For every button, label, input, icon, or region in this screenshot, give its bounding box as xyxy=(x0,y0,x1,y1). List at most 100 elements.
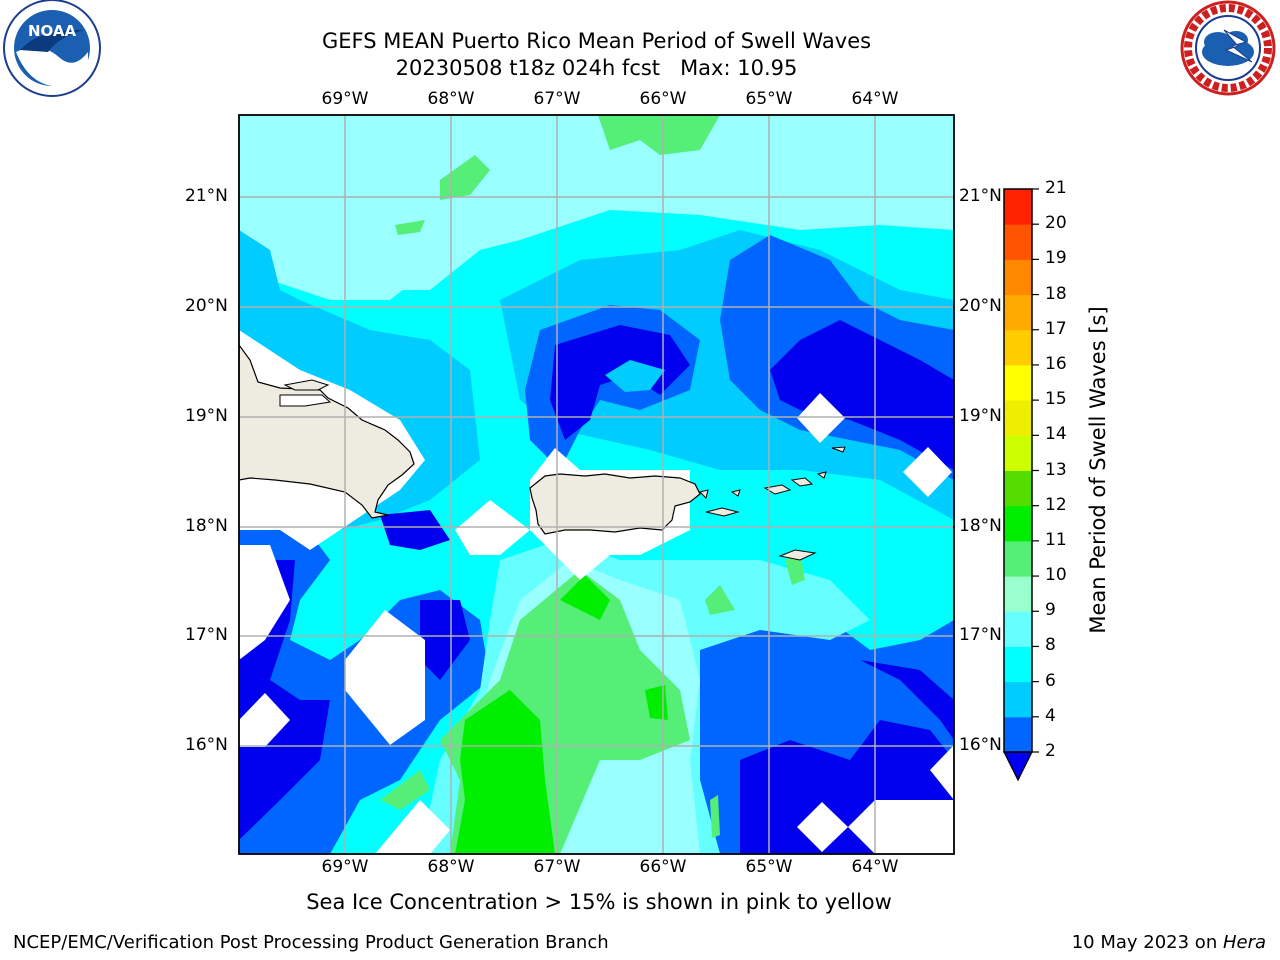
lat-label-right-16n: 16°N xyxy=(959,735,1002,755)
figure-title: GEFS MEAN Puerto Rico Mean Period of Swe… xyxy=(321,29,872,53)
land-samana xyxy=(283,379,330,391)
noaa-logo-text: NOAA xyxy=(28,22,77,40)
lat-label-left-17n: 17°N xyxy=(185,625,228,645)
lon-label-top-66w: 66°W xyxy=(639,89,687,109)
mask-diamond-3 xyxy=(345,610,425,745)
swell-patch-green-se xyxy=(705,585,735,615)
land-hispaniola xyxy=(239,343,415,519)
lon-label-bottom-64w: 64°W xyxy=(851,857,899,877)
swell-band-lt2-sw2 xyxy=(420,600,470,680)
colorbar-band xyxy=(1004,540,1032,577)
swell-patch-green-small xyxy=(395,220,425,235)
mask-diamond-6 xyxy=(375,800,450,854)
swell-patch-green-nw xyxy=(440,155,490,200)
lon-label-top-65w: 65°W xyxy=(745,89,793,109)
colorbar-tick-label: 9 xyxy=(1045,600,1056,621)
land-puerto-rico xyxy=(529,473,701,535)
colorbar-band xyxy=(1004,681,1032,718)
swell-band-lt2-se2 xyxy=(860,660,954,740)
colorbar-band xyxy=(1004,505,1032,542)
colorbar-tick-label: 8 xyxy=(1045,635,1056,656)
colorbar-tick-label: 11 xyxy=(1045,529,1067,550)
lon-label-top-68w: 68°W xyxy=(427,89,475,109)
land-culebra xyxy=(699,489,709,499)
noaa-logo: NOAA xyxy=(3,0,101,97)
colorbar-tick-label: 17 xyxy=(1045,318,1067,339)
lon-label-bottom-69w: 69°W xyxy=(321,857,369,877)
colorbar-tick-label: 10 xyxy=(1045,565,1067,586)
swell-band-8-9-north2 xyxy=(239,115,954,190)
lat-label-right-21n: 21°N xyxy=(959,186,1002,206)
swell-band-lt2-sw3 xyxy=(380,510,450,550)
swell-patch-green-sliver xyxy=(710,795,720,838)
land-virgin-gorda xyxy=(816,471,827,479)
footer-credit: NCEP/EMC/Verification Post Processing Pr… xyxy=(13,932,609,953)
lat-label-left-19n: 19°N xyxy=(185,406,228,426)
colorbar-band xyxy=(1004,294,1032,331)
colorbar-band xyxy=(1004,224,1032,260)
gridlines xyxy=(239,115,954,854)
lon-label-bottom-65w: 65°W xyxy=(745,857,793,877)
colorbar-tick-label: 13 xyxy=(1045,459,1067,480)
colorbar-band xyxy=(1004,259,1032,296)
colorbar-backing xyxy=(1003,188,1033,753)
land-st-croix xyxy=(778,549,817,561)
lon-label-top-67w: 67°W xyxy=(533,89,581,109)
sea-ice-note-text: Sea Ice Concentration > 15% is shown in … xyxy=(306,890,892,914)
colorbar-tick-label: 2 xyxy=(1045,741,1056,761)
swell-patch-green-sw xyxy=(380,770,430,810)
colorbar-band xyxy=(1004,611,1032,647)
colorbar-tick-label: 21 xyxy=(1045,178,1067,198)
swell-band-11-12-patch xyxy=(560,575,610,620)
colorbar-tick-label: 20 xyxy=(1045,213,1067,234)
lat-label-left-20n: 20°N xyxy=(185,296,228,316)
colorbar-band xyxy=(1004,576,1032,612)
mask-diamond-2 xyxy=(903,447,952,497)
lat-label-right-17n: 17°N xyxy=(959,625,1002,645)
lon-label-bottom-67w: 67°W xyxy=(533,857,581,877)
lat-label-left-18n: 18°N xyxy=(185,516,228,536)
colorbar-tick-label: 15 xyxy=(1045,389,1067,410)
land-st-john xyxy=(763,484,792,495)
footer-host: Hera xyxy=(1222,932,1266,953)
colorbar-band xyxy=(1004,364,1032,401)
footer-date-text: 10 May 2023 on xyxy=(1071,932,1223,953)
colorbar-band xyxy=(1004,435,1032,471)
map-frame xyxy=(238,114,955,855)
sea-ice-note: Sea Ice Concentration > 15% is shown in … xyxy=(0,890,1280,914)
land-vieques xyxy=(705,507,740,517)
mask-diamond-9 xyxy=(930,745,954,800)
nws-logo xyxy=(1180,0,1276,96)
land-samana-bay xyxy=(279,394,332,407)
colorbar-tick-label: 19 xyxy=(1045,248,1067,269)
land-tortola xyxy=(790,477,814,487)
footer-date: 10 May 2023 on Hera xyxy=(1072,932,1266,953)
colorbar-tick-label: 16 xyxy=(1045,353,1067,374)
colorbar-tick-label: 18 xyxy=(1045,283,1067,304)
lat-label-left-21n: 21°N xyxy=(185,186,228,206)
colorbar-band xyxy=(1004,329,1032,366)
mask-diamond-4 xyxy=(239,693,290,747)
lon-label-top-64w: 64°W xyxy=(851,89,899,109)
colorbar-band xyxy=(1004,646,1032,683)
lat-label-right-20n: 20°N xyxy=(959,296,1002,316)
colorbar-band xyxy=(1004,716,1032,753)
lon-label-bottom-66w: 66°W xyxy=(639,857,687,877)
lon-label-bottom-68w: 68°W xyxy=(427,857,475,877)
lat-label-left-16n: 16°N xyxy=(185,735,228,755)
figure-subtitle: 20230508 t18z 024h fcst Max: 10.95 xyxy=(395,56,798,80)
colorbar-under-arrow xyxy=(1003,751,1033,782)
colorbar-tick-label: 12 xyxy=(1045,494,1067,515)
swell-band-lt2-east xyxy=(770,320,954,470)
mask-diamond-5 xyxy=(239,545,290,660)
lat-label-right-19n: 19°N xyxy=(959,406,1002,426)
colorbar xyxy=(1003,188,1039,782)
colorbar-band xyxy=(1004,470,1032,507)
land-anegada xyxy=(831,446,846,453)
map-area xyxy=(239,115,954,854)
swell-patch-green-north xyxy=(598,115,720,155)
swell-band-11-12-core xyxy=(455,690,555,854)
lat-label-right-18n: 18°N xyxy=(959,516,1002,536)
colorbar-band xyxy=(1004,189,1032,225)
